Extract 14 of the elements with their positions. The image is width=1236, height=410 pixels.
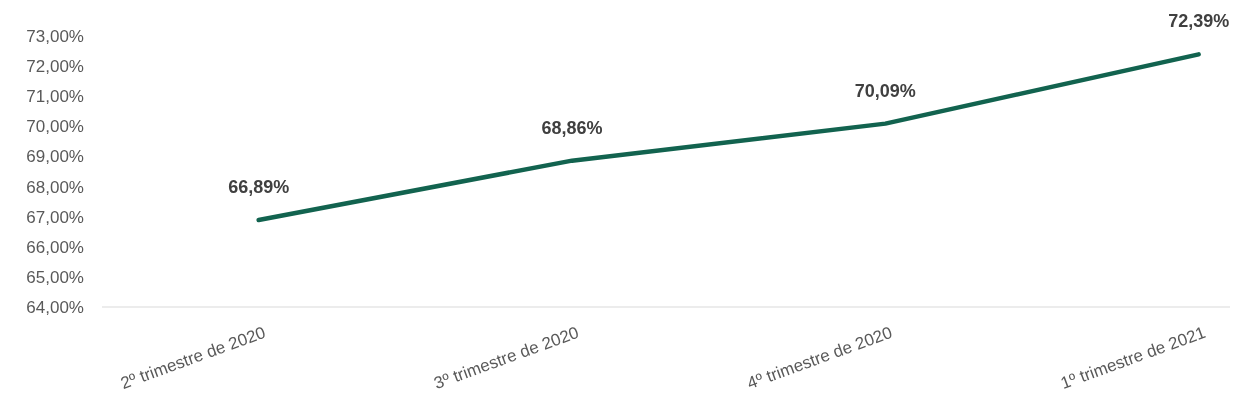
data-label: 68,86% <box>541 117 603 138</box>
data-label: 70,09% <box>854 80 916 101</box>
y-tick-label: 67,00% <box>26 207 84 227</box>
data-label: 72,39% <box>1168 11 1230 32</box>
y-tick-label: 65,00% <box>26 267 84 287</box>
y-tick-label: 72,00% <box>26 57 84 77</box>
data-label: 66,89% <box>228 176 290 197</box>
y-tick-label: 70,00% <box>26 117 84 137</box>
y-tick-label: 64,00% <box>26 297 84 317</box>
y-tick-label: 66,00% <box>26 237 84 257</box>
y-tick-label: 71,00% <box>26 87 84 107</box>
y-tick-label: 68,00% <box>26 177 84 197</box>
y-tick-label: 73,00% <box>26 26 84 46</box>
y-tick-label: 69,00% <box>26 147 84 167</box>
